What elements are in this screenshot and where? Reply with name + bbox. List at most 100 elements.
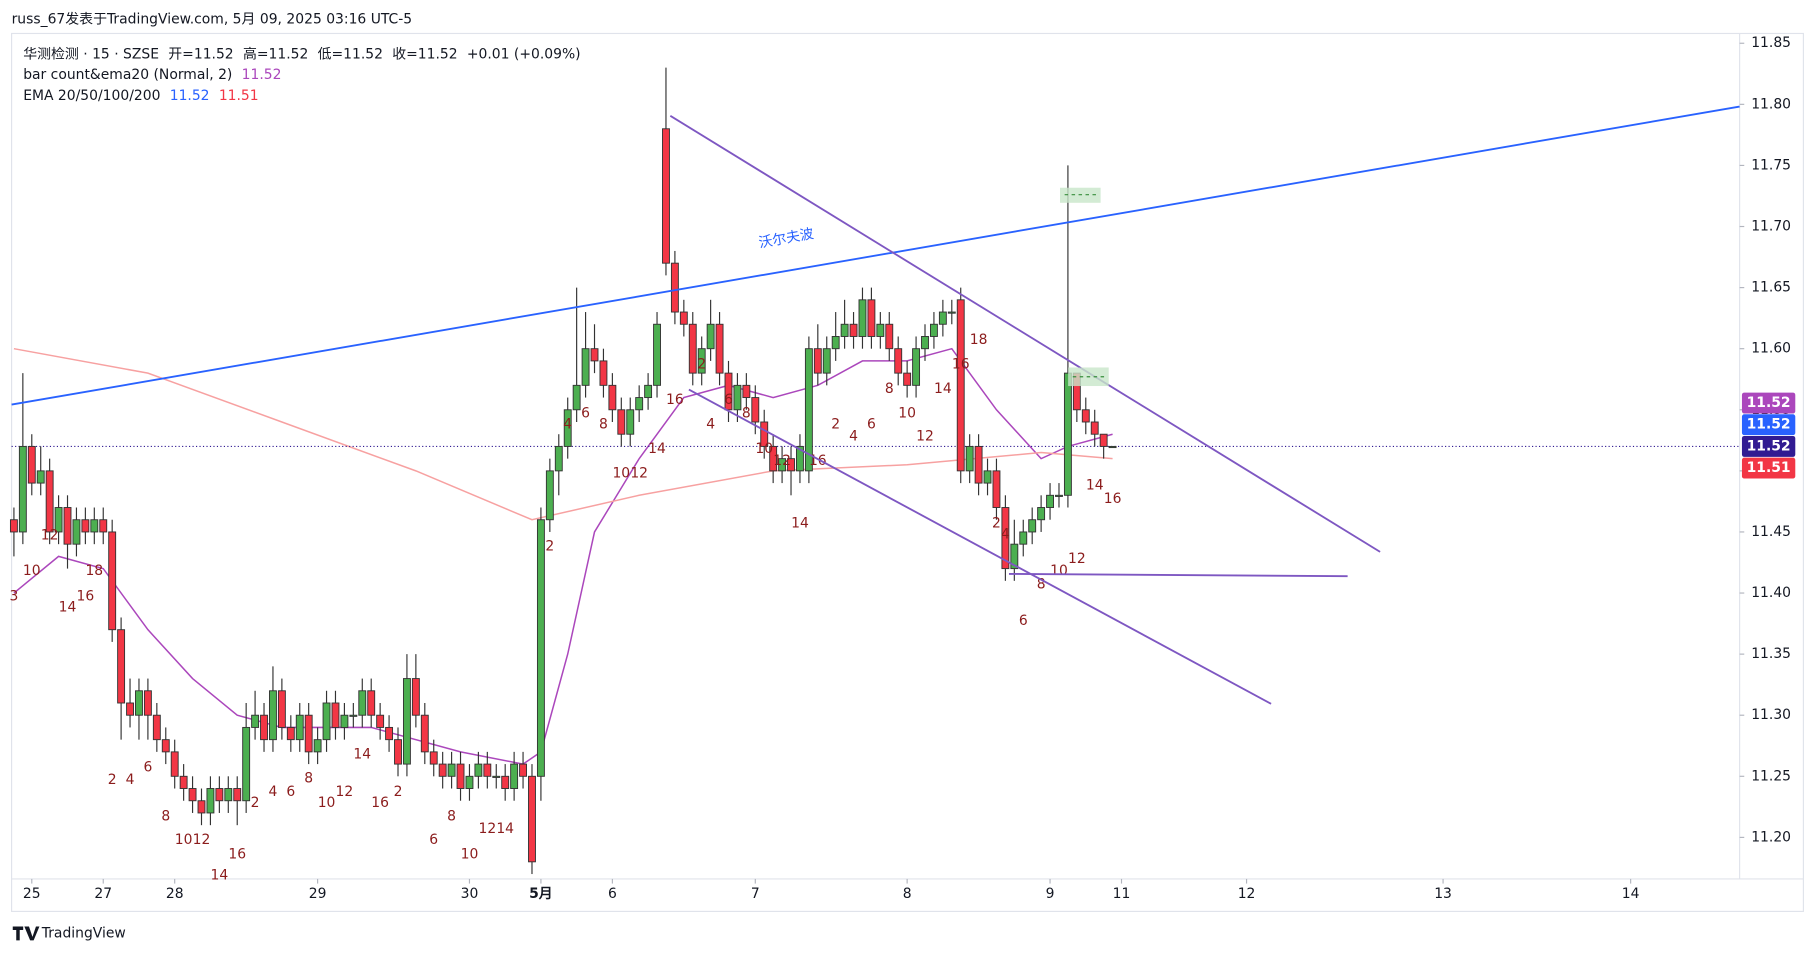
y-tick-label: 11.35 [1751,646,1791,662]
candle-body [697,348,706,374]
candle-body [536,519,545,777]
bar-count-label: 10 [23,563,41,579]
drawings: 沃尔夫波 [11,105,1740,705]
candle-body [99,519,108,533]
bar-count-label: 8 [599,416,608,432]
candle-body [983,470,992,484]
candle-body [242,726,251,802]
brand-name: TradingView [41,925,126,941]
x-tick-label: 5月 [529,886,553,902]
candle-body [126,702,134,716]
candle-body [349,714,358,717]
legend-change: +0.01 (+0.09%) [467,46,581,62]
bar-count-label: 12 [916,429,934,445]
candle-body [18,445,27,533]
x-tick-label: 30 [461,886,479,902]
horizontal-line [1008,572,1348,578]
candle-body [402,678,411,765]
candle-body [938,311,947,325]
legend-field-value: 11.52 [269,46,309,62]
candle-body [644,384,653,399]
candle-body [617,409,626,435]
candle-body [304,714,313,753]
candle-body [206,788,215,814]
indicator-value: 11.52 [242,67,282,83]
candle-body [170,751,179,777]
bar-count-label: 6 [1019,613,1028,629]
candle-body [135,690,143,716]
candle-body [1010,543,1019,570]
trend-line [11,105,1740,406]
candle-body [894,348,903,374]
bar-count-label: 12 [773,453,791,469]
candle-body [1081,409,1090,423]
candle-body [367,690,376,716]
bar-count-label: 8 [447,809,456,825]
candle-body [331,702,340,728]
candle-body [63,507,72,545]
bar-count-label: 14 [211,867,229,883]
candle-body [1028,519,1037,533]
bar-count-label: 4 [849,429,858,445]
candle-body [54,507,63,533]
candle-body [867,299,876,337]
bar-count-label: 14 [59,600,77,616]
candle-body [608,384,617,411]
candle-body [465,775,474,789]
candle-body [429,751,438,765]
x-tick-label: 27 [94,886,112,902]
candle-body [1046,494,1054,508]
candle-body [519,763,527,777]
bar-count-label: 2 [697,357,706,373]
y-tick-label: 11.85 [1751,35,1791,51]
candle-body [510,763,519,789]
candle-body [286,726,295,741]
candle-body [822,348,831,374]
candle-body [394,739,402,765]
candle-body [769,445,778,472]
candle-body [903,372,912,386]
bar-count-label: 4 [563,416,572,432]
price-badge-label: 11.52 [1747,417,1791,433]
candle-body [590,348,599,362]
candle-body [385,726,394,741]
candle-body [376,714,385,728]
legend-symbol: 华测检测 · 15 · SZSE [23,46,159,62]
bar-count-label: 12 [630,465,648,481]
candle-body [179,775,188,789]
legend-field-value: 11.52 [418,46,458,62]
bar-count-label: 2 [394,784,403,800]
candle-body [188,788,197,802]
bar-count-label: 18 [85,563,103,579]
candle-body [921,336,929,350]
candle-body [143,690,152,716]
y-tick-label: 11.40 [1751,585,1791,601]
y-tick-label: 11.30 [1751,707,1791,723]
legend: 华测检测 · 15 · SZSE 开=11.52 高=11.52 低=11.52 收=1… [23,45,580,104]
indicator-name: bar count&ema20 (Normal, 2) [23,67,232,83]
candle-body [117,629,126,704]
candle-body [849,323,858,337]
candle-body [1037,507,1046,521]
candle-body [277,690,286,728]
y-tick-label: 11.65 [1751,280,1791,296]
candle-body [260,714,268,741]
bar-count-label: 8 [742,405,751,421]
candle-body [554,445,563,472]
candle-body [45,470,54,533]
candle-body [974,445,983,484]
bar-count-label: 16 [952,357,970,373]
x-tick-label: 13 [1434,886,1452,902]
price-badge [1741,392,1796,414]
candle-body [840,323,849,337]
candle-body [528,775,536,863]
candle-body [152,714,161,741]
candle-body [411,678,420,716]
x-tick-label: 6 [608,886,617,902]
bar-count-label: 2 [831,416,840,432]
legend-line: EMA 20/50/100/200 11.52 11.51 [23,88,258,104]
x-tick-label: 29 [309,886,327,902]
bar-count-label: 14 [934,381,952,397]
candle-body [545,470,554,521]
